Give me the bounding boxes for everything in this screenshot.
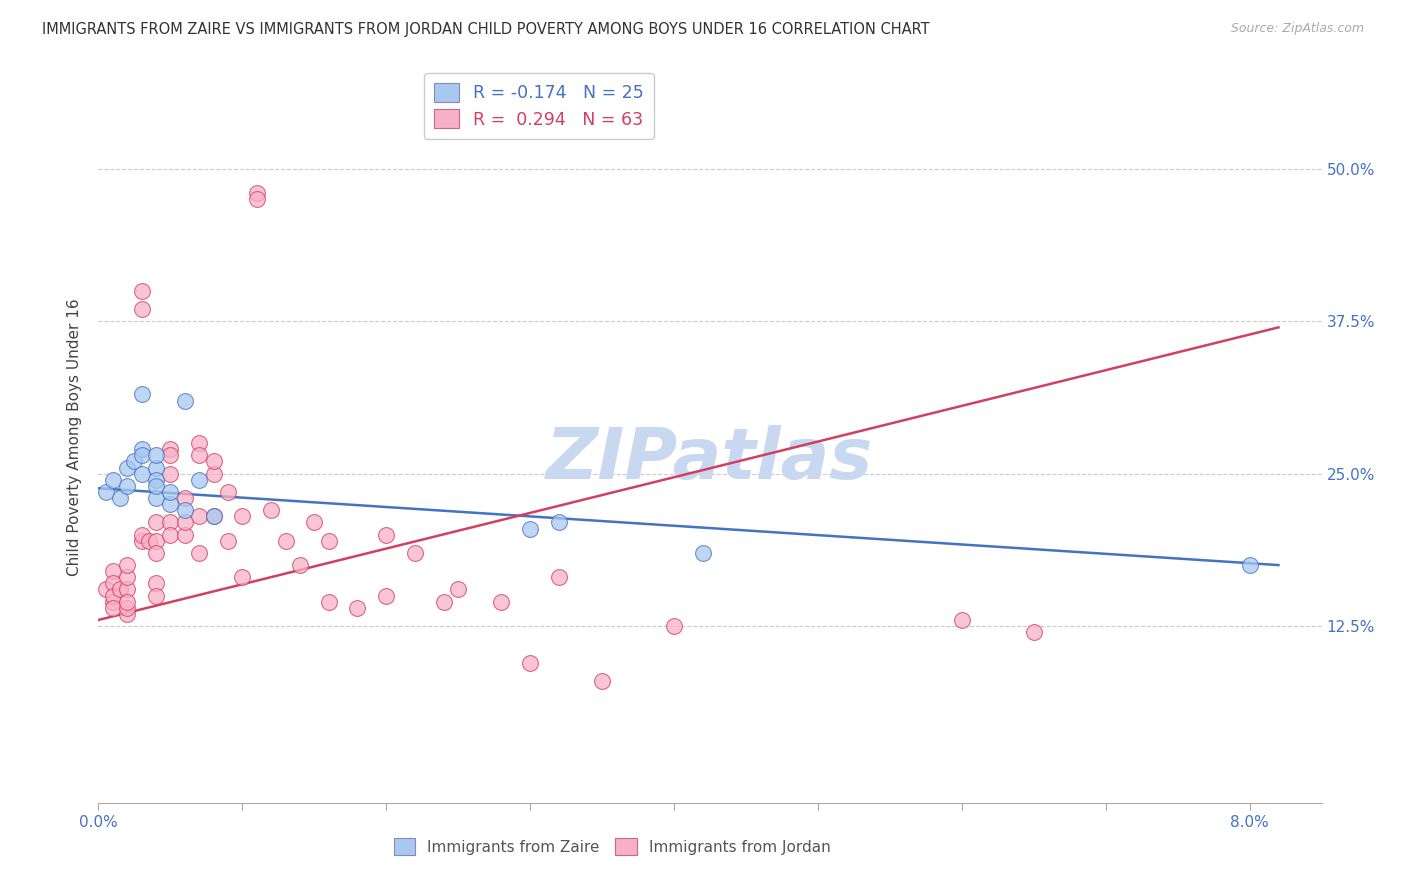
- Point: [692, 546, 714, 560]
- Point: [94, 582, 117, 597]
- Point: [202, 467, 225, 481]
- Point: [131, 387, 153, 401]
- Point: [115, 582, 138, 597]
- Point: [260, 503, 283, 517]
- Point: [131, 533, 153, 548]
- Point: [131, 442, 153, 457]
- Point: [101, 576, 124, 591]
- Point: [274, 533, 297, 548]
- Text: Source: ZipAtlas.com: Source: ZipAtlas.com: [1230, 22, 1364, 36]
- Point: [145, 473, 167, 487]
- Point: [145, 533, 167, 548]
- Point: [131, 527, 153, 541]
- Point: [231, 509, 253, 524]
- Point: [173, 516, 195, 530]
- Point: [318, 594, 340, 608]
- Point: [217, 533, 239, 548]
- Text: IMMIGRANTS FROM ZAIRE VS IMMIGRANTS FROM JORDAN CHILD POVERTY AMONG BOYS UNDER 1: IMMIGRANTS FROM ZAIRE VS IMMIGRANTS FROM…: [42, 22, 929, 37]
- Point: [519, 521, 541, 535]
- Text: ZIPatlas: ZIPatlas: [547, 425, 873, 493]
- Point: [548, 570, 571, 584]
- Point: [188, 436, 211, 450]
- Point: [188, 448, 211, 462]
- Point: [188, 473, 211, 487]
- Point: [159, 448, 181, 462]
- Point: [131, 467, 153, 481]
- Point: [115, 558, 138, 573]
- Point: [404, 546, 426, 560]
- Point: [433, 594, 456, 608]
- Point: [231, 570, 253, 584]
- Point: [115, 570, 138, 584]
- Point: [115, 460, 138, 475]
- Point: [131, 284, 153, 298]
- Point: [115, 600, 138, 615]
- Point: [145, 589, 167, 603]
- Point: [202, 509, 225, 524]
- Point: [145, 516, 167, 530]
- Point: [188, 546, 211, 560]
- Point: [101, 594, 124, 608]
- Point: [145, 491, 167, 505]
- Point: [375, 589, 398, 603]
- Point: [346, 600, 368, 615]
- Point: [173, 527, 195, 541]
- Point: [288, 558, 311, 573]
- Point: [145, 460, 167, 475]
- Point: [101, 589, 124, 603]
- Point: [491, 594, 513, 608]
- Y-axis label: Child Poverty Among Boys Under 16: Child Poverty Among Boys Under 16: [67, 298, 83, 576]
- Point: [108, 491, 131, 505]
- Point: [94, 485, 117, 500]
- Point: [548, 516, 571, 530]
- Point: [202, 454, 225, 468]
- Point: [101, 564, 124, 578]
- Point: [1239, 558, 1261, 573]
- Point: [662, 619, 685, 633]
- Point: [115, 594, 138, 608]
- Point: [101, 473, 124, 487]
- Point: [159, 485, 181, 500]
- Point: [188, 509, 211, 524]
- Point: [217, 485, 239, 500]
- Point: [145, 546, 167, 560]
- Point: [145, 448, 167, 462]
- Legend: Immigrants from Zaire, Immigrants from Jordan: Immigrants from Zaire, Immigrants from J…: [388, 832, 837, 861]
- Point: [447, 582, 470, 597]
- Point: [159, 467, 181, 481]
- Point: [202, 509, 225, 524]
- Point: [101, 600, 124, 615]
- Point: [1022, 625, 1045, 640]
- Point: [108, 582, 131, 597]
- Point: [131, 448, 153, 462]
- Point: [159, 516, 181, 530]
- Point: [246, 192, 269, 206]
- Point: [591, 673, 613, 688]
- Point: [159, 497, 181, 511]
- Point: [173, 393, 195, 408]
- Point: [318, 533, 340, 548]
- Point: [950, 613, 973, 627]
- Point: [173, 491, 195, 505]
- Point: [375, 527, 398, 541]
- Point: [246, 186, 269, 201]
- Point: [519, 656, 541, 670]
- Point: [173, 503, 195, 517]
- Point: [131, 301, 153, 317]
- Point: [115, 479, 138, 493]
- Point: [304, 516, 326, 530]
- Point: [145, 479, 167, 493]
- Point: [159, 442, 181, 457]
- Point: [145, 576, 167, 591]
- Point: [115, 607, 138, 621]
- Point: [138, 533, 160, 548]
- Point: [124, 454, 146, 468]
- Point: [159, 527, 181, 541]
